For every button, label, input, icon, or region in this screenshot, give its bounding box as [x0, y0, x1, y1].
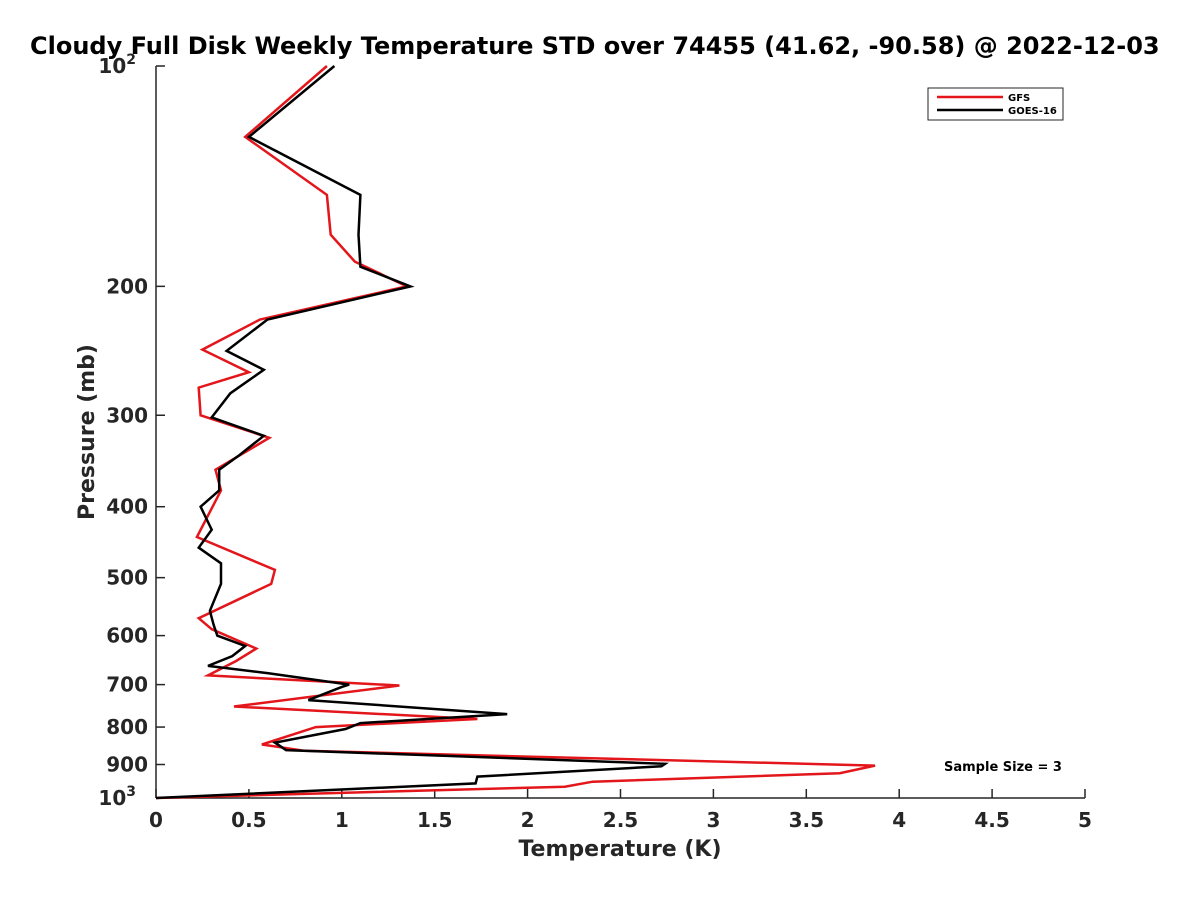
- x-tick-label: 4: [892, 808, 906, 832]
- y-tick-label: 600: [106, 624, 148, 648]
- legend-label-gfs: GFS: [1008, 93, 1030, 104]
- y-tick-label: 500: [106, 566, 148, 590]
- y-tick-label: 103: [98, 784, 136, 810]
- y-tick-label: 900: [106, 753, 148, 777]
- series-line-goes16: [155, 65, 669, 800]
- x-tick-label: 2.5: [603, 808, 638, 832]
- series-layer: [155, 65, 876, 800]
- chart-title: Cloudy Full Disk Weekly Temperature STD …: [30, 32, 1160, 60]
- y-tick-label: 300: [106, 403, 148, 427]
- y-tick-label: 400: [106, 495, 148, 519]
- y-axis-ticks: 102 200 300 400 500 600 700 800 900 103: [98, 52, 165, 810]
- x-tick-label: 1: [335, 808, 349, 832]
- x-tick-label: 0: [149, 808, 163, 832]
- x-axis-label: Temperature (K): [518, 837, 721, 862]
- x-tick-label: 2: [521, 808, 535, 832]
- x-axis-ticks: 0 0.5 1 1.5 2 2.5 3 3.5 4 4.5 5: [149, 789, 1092, 832]
- y-axis-label: Pressure (mb): [75, 344, 100, 520]
- legend-label-goes16: GOES-16: [1008, 106, 1057, 117]
- x-tick-label: 0.5: [231, 808, 266, 832]
- x-tick-label: 4.5: [974, 808, 1009, 832]
- legend-box: [927, 87, 1064, 121]
- y-tick-label: 700: [106, 673, 148, 697]
- y-tick-label: 800: [106, 715, 148, 739]
- x-tick-label: 1.5: [417, 808, 452, 832]
- series-line-gfs: [155, 65, 876, 800]
- y-tick-label: 200: [106, 274, 148, 298]
- sample-size-annotation: Sample Size = 3: [944, 760, 1062, 775]
- y-tick-label: 102: [98, 52, 136, 78]
- legend: GFS GOES-16: [927, 87, 1064, 121]
- x-tick-label: 5: [1078, 808, 1092, 832]
- x-tick-label: 3.5: [789, 808, 824, 832]
- x-tick-label: 3: [706, 808, 720, 832]
- plot-area: 0 0.5 1 1.5 2 2.5 3 3.5 4 4.5 5 102 200 300 400 500 600…: [98, 52, 1092, 832]
